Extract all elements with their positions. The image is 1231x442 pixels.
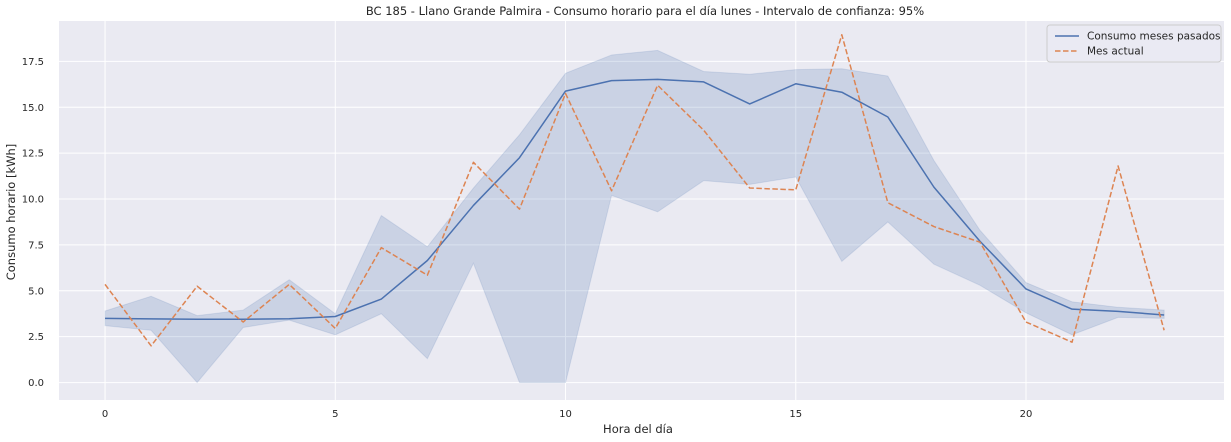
y-tick-label: 0.0 bbox=[28, 378, 44, 389]
chart-title: BC 185 - Llano Grande Palmira - Consumo … bbox=[366, 4, 924, 18]
series-layer bbox=[104, 34, 1165, 347]
legend: Consumo meses pasados Mes actual bbox=[1046, 24, 1222, 63]
series-line-mes-actual bbox=[104, 34, 1165, 347]
series-line-consumo-meses-pasados bbox=[105, 78, 1165, 320]
y-tick-label: 5.0 bbox=[28, 286, 44, 297]
x-tick-label: 5 bbox=[332, 409, 338, 420]
y-axis-title: Consumo horario [kWh] bbox=[4, 144, 18, 281]
x-tick-label: 0 bbox=[102, 409, 108, 420]
y-tick-label: 17.5 bbox=[22, 57, 44, 68]
x-axis-title: Hora del día bbox=[603, 422, 673, 436]
legend-label-mes-actual: Mes actual bbox=[1087, 46, 1144, 58]
tick-labels: 0 5 10 15 20 0.0 2.5 5.0 7.5 10.0 12.5 15.0 17.5 bbox=[22, 57, 1033, 420]
y-tick-label: 15.0 bbox=[22, 103, 44, 114]
legend-box bbox=[1046, 24, 1222, 63]
y-tick-label: 12.5 bbox=[22, 149, 44, 160]
x-tick-label: 15 bbox=[789, 409, 802, 420]
y-tick-label: 10.0 bbox=[22, 195, 44, 206]
x-tick-label: 20 bbox=[1020, 409, 1033, 420]
x-tick-label: 10 bbox=[559, 409, 572, 420]
y-tick-label: 2.5 bbox=[28, 332, 44, 343]
y-tick-label: 7.5 bbox=[28, 240, 44, 251]
legend-label-consumo-meses-pasados: Consumo meses pasados bbox=[1087, 31, 1221, 43]
